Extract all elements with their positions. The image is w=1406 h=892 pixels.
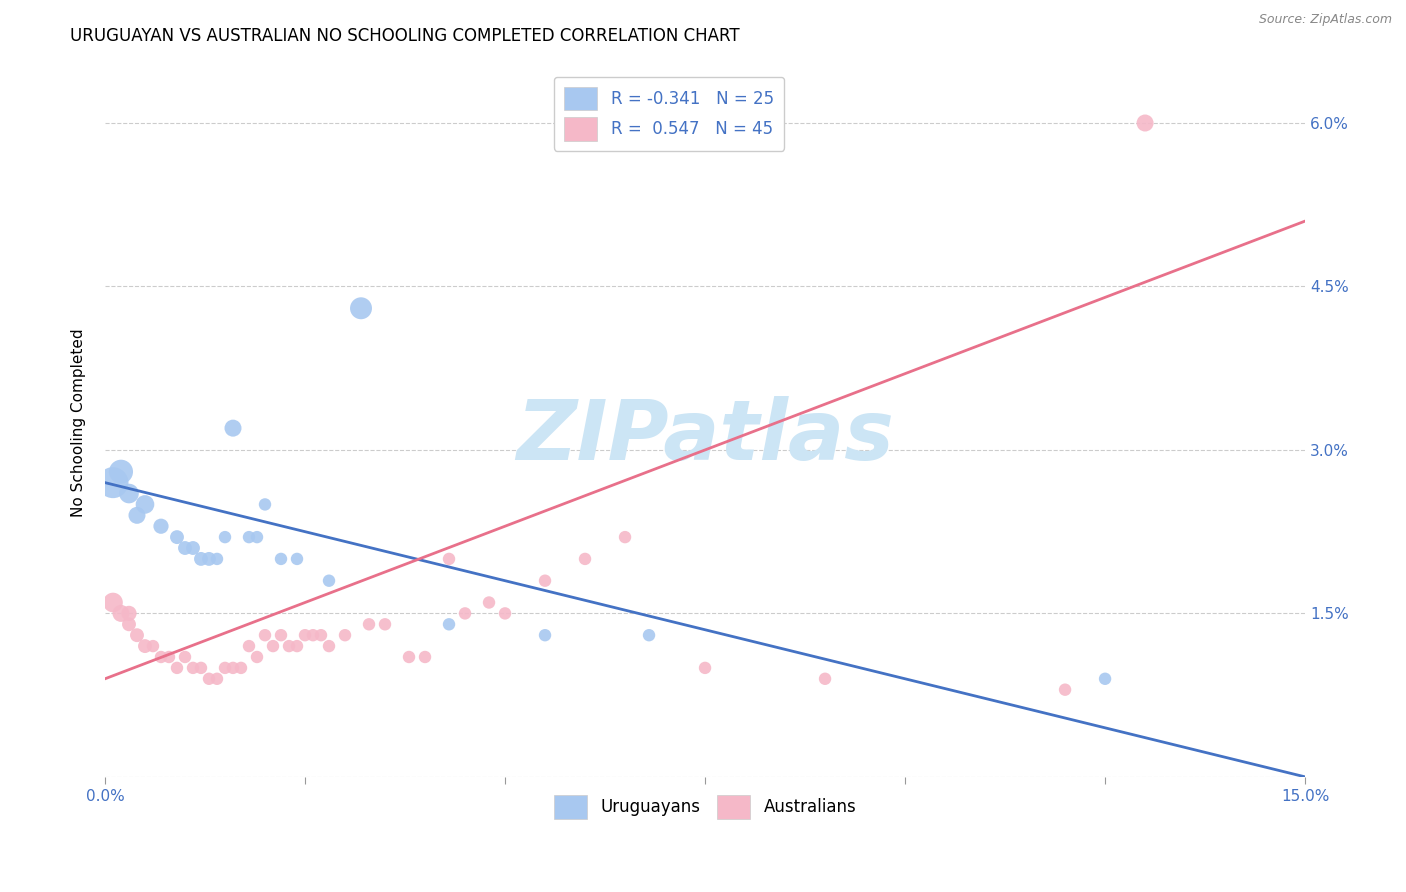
Point <box>278 639 301 653</box>
Point <box>494 607 516 621</box>
Point <box>110 607 132 621</box>
Point <box>413 650 436 665</box>
Point <box>285 552 308 566</box>
Point <box>118 607 141 621</box>
Point <box>205 552 228 566</box>
Point <box>238 639 260 653</box>
Point <box>638 628 661 642</box>
Point <box>534 574 557 588</box>
Point <box>374 617 396 632</box>
Point <box>318 639 340 653</box>
Point <box>110 465 132 479</box>
Point <box>142 639 165 653</box>
Point <box>238 530 260 544</box>
Point <box>437 617 460 632</box>
Point <box>478 595 501 609</box>
Point <box>253 628 276 642</box>
Point <box>174 541 197 555</box>
Point <box>357 617 380 632</box>
Point <box>318 574 340 588</box>
Point <box>270 552 292 566</box>
Point <box>181 541 204 555</box>
Point <box>222 421 245 435</box>
Point <box>214 661 236 675</box>
Point <box>333 628 356 642</box>
Point <box>253 497 276 511</box>
Point <box>214 530 236 544</box>
Point <box>246 650 269 665</box>
Point <box>101 475 124 490</box>
Point <box>534 628 557 642</box>
Point <box>166 661 188 675</box>
Point <box>294 628 316 642</box>
Point <box>1054 682 1077 697</box>
Point <box>614 530 637 544</box>
Point <box>205 672 228 686</box>
Point <box>285 639 308 653</box>
Point <box>350 301 373 316</box>
Point <box>454 607 477 621</box>
Point <box>437 552 460 566</box>
Point <box>302 628 325 642</box>
Text: ZIPatlas: ZIPatlas <box>516 396 894 477</box>
Point <box>190 552 212 566</box>
Point <box>693 661 716 675</box>
Point <box>398 650 420 665</box>
Point <box>150 519 173 533</box>
Point <box>157 650 180 665</box>
Point <box>222 661 245 675</box>
Point <box>118 617 141 632</box>
Legend: Uruguayans, Australians: Uruguayans, Australians <box>547 789 863 825</box>
Point <box>814 672 837 686</box>
Point <box>246 530 269 544</box>
Point <box>198 672 221 686</box>
Point <box>309 628 332 642</box>
Text: Source: ZipAtlas.com: Source: ZipAtlas.com <box>1258 13 1392 27</box>
Text: URUGUAYAN VS AUSTRALIAN NO SCHOOLING COMPLETED CORRELATION CHART: URUGUAYAN VS AUSTRALIAN NO SCHOOLING COM… <box>70 27 740 45</box>
Point <box>181 661 204 675</box>
Point <box>125 508 148 523</box>
Point <box>134 639 156 653</box>
Point <box>1133 116 1156 130</box>
Point <box>229 661 252 675</box>
Point <box>101 595 124 609</box>
Point <box>198 552 221 566</box>
Point <box>190 661 212 675</box>
Point <box>262 639 284 653</box>
Point <box>174 650 197 665</box>
Point <box>574 552 596 566</box>
Point <box>270 628 292 642</box>
Point <box>1094 672 1116 686</box>
Point <box>125 628 148 642</box>
Point <box>166 530 188 544</box>
Y-axis label: No Schooling Completed: No Schooling Completed <box>72 328 86 517</box>
Point <box>118 486 141 500</box>
Point <box>134 497 156 511</box>
Point <box>150 650 173 665</box>
